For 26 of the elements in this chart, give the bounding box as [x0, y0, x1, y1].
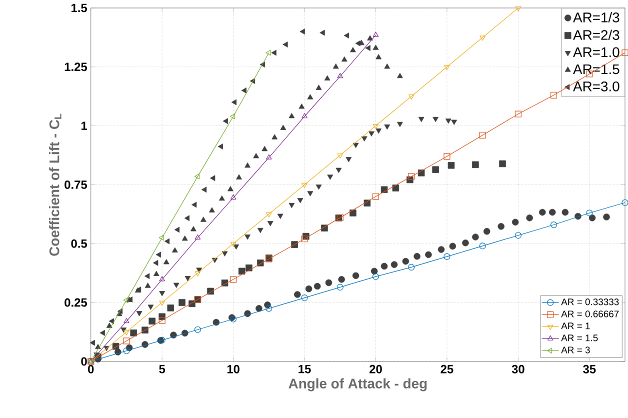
legend-label: AR=3.0	[573, 81, 620, 92]
x-tick-label: 30	[512, 364, 524, 374]
y-tick-label: 0.75	[64, 180, 88, 189]
x-tick-label: 0	[88, 364, 94, 374]
legend-label: AR = 1	[561, 322, 590, 330]
y-tick-label: 0.25	[64, 298, 88, 307]
y-tick-label: 0	[81, 357, 87, 366]
legend-label: AR = 3	[561, 346, 590, 354]
x-tick-label: 15	[298, 364, 311, 374]
x-tick-label: 10	[227, 364, 240, 374]
y-tick-label: 0.5	[71, 239, 88, 248]
x-axis-title: Angle of Attack - deg	[288, 378, 427, 392]
y-tick-label: 1	[81, 122, 88, 130]
legend-label: AR = 0.66667	[561, 310, 619, 318]
legend-label: AR=2/3	[573, 30, 620, 40]
legend-label: AR=1/3	[573, 12, 620, 22]
legend-label: AR = 1.5	[561, 334, 598, 342]
x-tick-label: 25	[440, 364, 454, 374]
x-tick-label: 5	[159, 364, 166, 374]
legend-label: AR=1.0	[573, 47, 620, 57]
y-tick-label: 1.25	[64, 62, 88, 71]
legend-label: AR = 0.33333	[561, 298, 619, 306]
x-tick-label: 20	[370, 364, 382, 374]
y-tick-label: 1.5	[72, 4, 88, 12]
x-tick-label: 35	[583, 364, 596, 374]
y-axis-title: Coefficient of Lift - C$_{L}$	[49, 114, 62, 256]
